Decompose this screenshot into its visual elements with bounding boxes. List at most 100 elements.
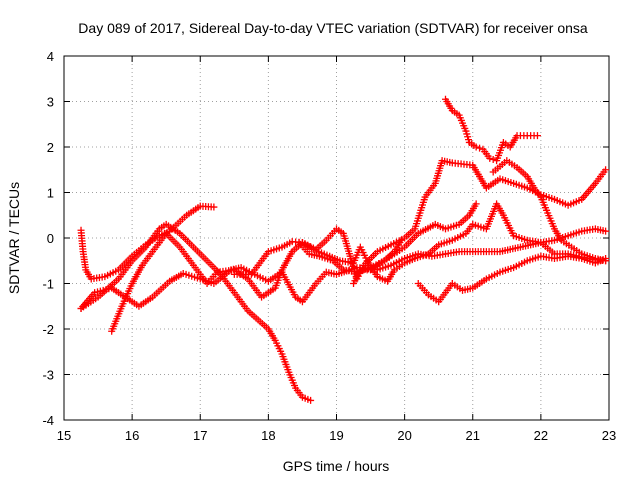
x-tick-label: 16 (125, 428, 139, 443)
sample-marker-run (471, 276, 488, 291)
sample-marker-run (451, 159, 474, 169)
sample-marker-run (525, 175, 537, 190)
sample-marker-run (293, 386, 305, 399)
y-tick-label: -1 (42, 277, 54, 292)
sample-marker-run (451, 231, 467, 243)
sample-marker-run (539, 240, 556, 256)
data-point (397, 236, 405, 244)
sample-marker-run (414, 251, 430, 262)
sample-marker-run (178, 245, 192, 262)
series-track-2 (77, 202, 218, 283)
sample-marker-run (416, 282, 430, 297)
sample-marker-run (314, 270, 328, 285)
sample-marker-run (491, 159, 509, 174)
sample-marker-run (376, 262, 392, 273)
chart-title: Day 089 of 2017, Sidereal Day-to-day VTE… (78, 20, 588, 36)
sample-marker-run (570, 245, 583, 256)
grid-layer (64, 56, 609, 420)
sample-marker-run (144, 233, 161, 247)
sample-marker-run (476, 144, 484, 152)
sample-marker-run (137, 295, 154, 309)
sample-marker-run (443, 282, 455, 294)
y-tick-label: 3 (47, 95, 54, 110)
sample-marker-run (376, 242, 392, 254)
x-tick-label: 20 (397, 428, 411, 443)
sample-marker-run (501, 214, 516, 237)
sample-marker-run (382, 249, 396, 263)
sample-marker-run (499, 176, 515, 186)
sample-marker-run (427, 243, 441, 256)
sample-marker-run (403, 231, 420, 249)
sample-marker-run (457, 213, 471, 227)
sample-marker-run (232, 291, 250, 313)
sample-marker-run (191, 245, 209, 263)
sample-marker-run (532, 186, 543, 199)
sample-marker-run (567, 197, 583, 208)
sample-marker-run (279, 250, 295, 272)
sample-marker-run (512, 258, 529, 270)
sample-marker-run (297, 241, 311, 256)
sample-marker-run (437, 237, 454, 248)
sample-marker-run (164, 231, 182, 249)
sample-marker-run (502, 140, 512, 149)
sample-marker-run (553, 197, 569, 208)
sample-marker-run (468, 140, 478, 149)
sample-marker-run (308, 250, 321, 260)
sample-marker-run (188, 259, 203, 276)
x-tick-label: 18 (261, 428, 275, 443)
x-tick-label: 23 (602, 428, 616, 443)
sample-marker-run (423, 182, 438, 199)
sample-marker-run (527, 132, 538, 140)
sample-marker-run (267, 270, 284, 284)
sample-marker-run (481, 148, 492, 160)
sample-marker-run (508, 134, 520, 149)
sample-marker-run (79, 250, 89, 271)
sample-marker-run (580, 251, 597, 262)
sample-marker-run (178, 231, 195, 249)
sample-marker-run (168, 213, 188, 233)
sample-marker-run (489, 156, 497, 164)
sample-marker-run (464, 223, 475, 235)
sample-marker-run (129, 264, 145, 285)
sample-marker-run (580, 225, 597, 235)
sample-marker-run (505, 158, 518, 170)
sample-marker-run (593, 168, 608, 185)
sample-marker-run (116, 254, 134, 272)
sample-marker-run (286, 371, 298, 389)
data-point (472, 143, 480, 151)
sample-marker-run (392, 239, 404, 253)
sample-marker-run (212, 268, 233, 286)
sample-marker-run (467, 202, 479, 217)
y-tick-label: -2 (42, 322, 54, 337)
sample-marker-run (471, 221, 488, 232)
sample-marker-run (540, 192, 556, 202)
y-tick-label: -3 (42, 368, 54, 383)
sample-marker-run (116, 259, 134, 281)
sample-marker-run (579, 181, 598, 201)
series-track-7 (442, 95, 541, 165)
y-tick-label: -4 (42, 413, 54, 428)
y-tick-label: 2 (47, 140, 54, 155)
sample-marker-run (279, 271, 298, 299)
sample-marker-run (403, 256, 416, 266)
sample-marker-run (376, 274, 389, 284)
x-tick-label: 19 (329, 428, 343, 443)
y-tick-label: 0 (47, 231, 54, 246)
sample-marker-run (294, 295, 304, 304)
sample-marker-run (538, 196, 551, 214)
sample-marker-run (199, 276, 215, 287)
sample-marker-run (427, 293, 440, 304)
data-point (307, 396, 315, 404)
sample-marker-run (301, 394, 312, 403)
sample-marker-run (253, 272, 270, 284)
sample-marker-run (436, 291, 448, 303)
sample-marker-run (515, 165, 529, 179)
sample-marker-run (124, 295, 141, 309)
sample-marker-run (444, 221, 460, 232)
sample-marker-run (229, 264, 243, 273)
sample-marker-run (526, 253, 542, 264)
sample-marker-run (360, 266, 371, 274)
sample-marker-run (358, 246, 370, 262)
